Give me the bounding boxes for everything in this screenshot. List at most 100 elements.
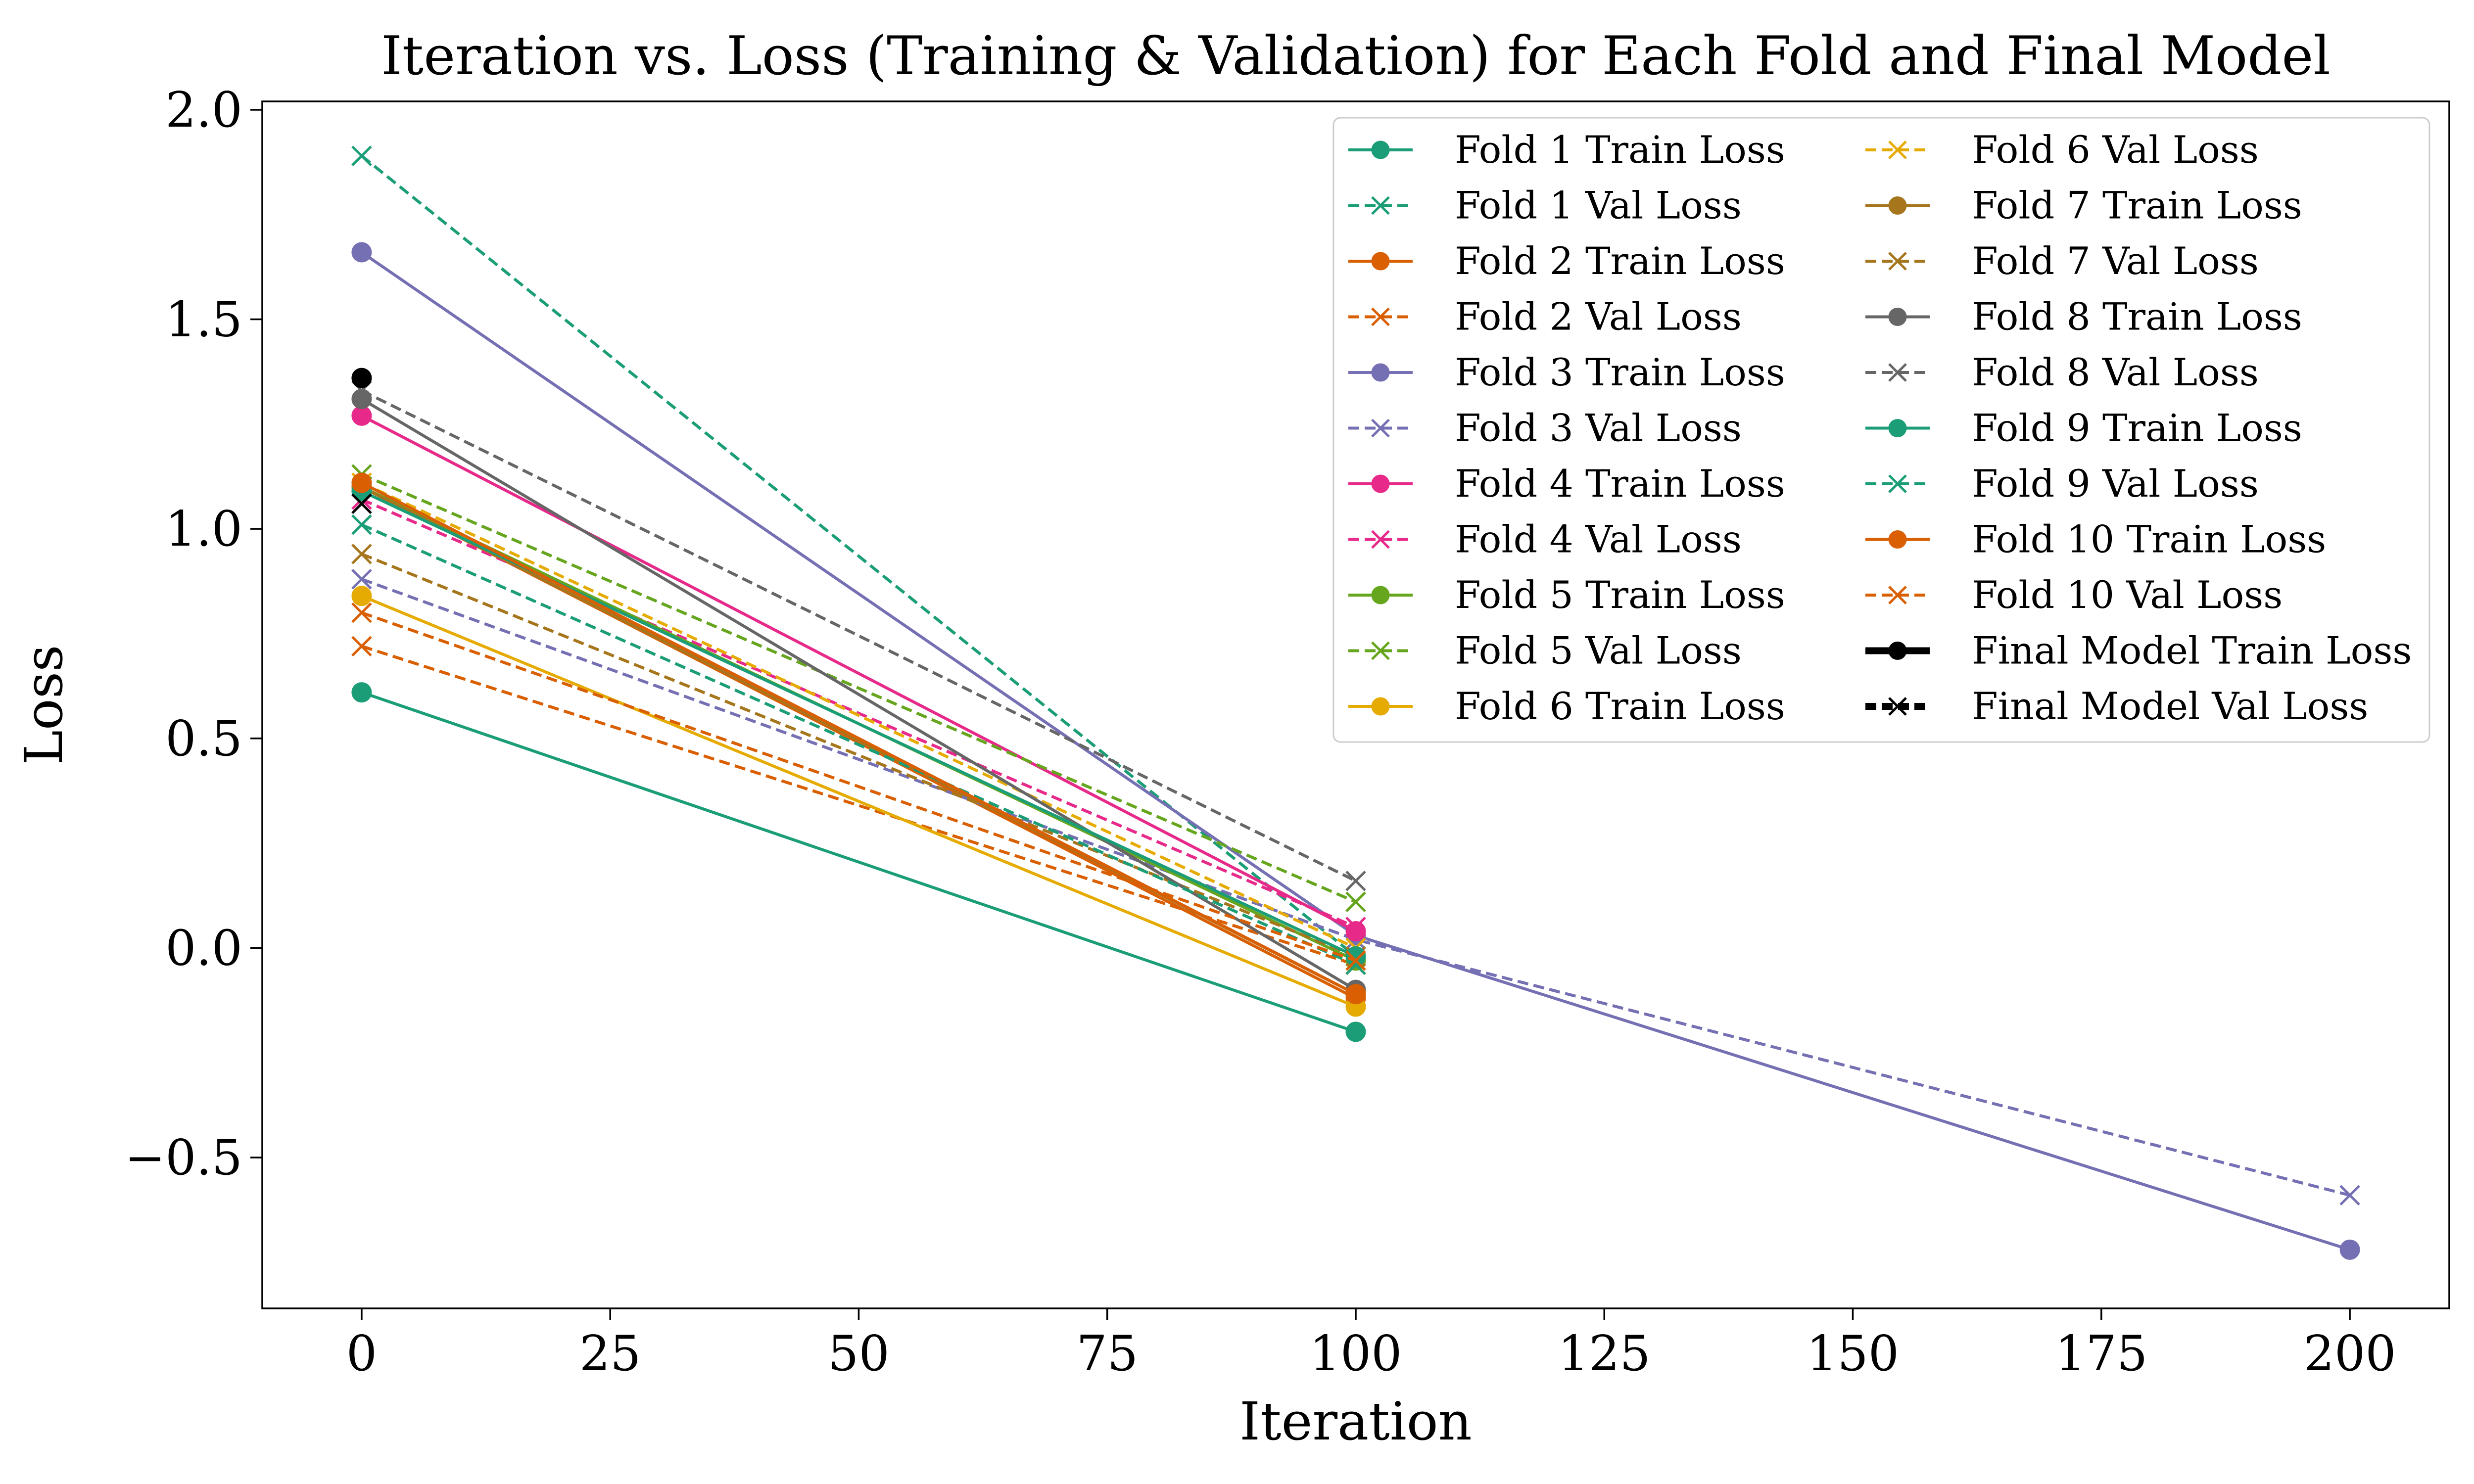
legend-entry-fold-7-val-loss: Fold 7 Val Loss: [1865, 239, 2259, 283]
data-point-fold-6-train-loss: [351, 586, 372, 606]
data-point-fold-2-val-loss: [351, 636, 372, 657]
legend-entry-fold-10-train-loss: Fold 10 Train Loss: [1865, 517, 2326, 561]
legend-marker-fold-3-val-loss: [1371, 418, 1390, 438]
y-tick-label: 0.0: [165, 920, 242, 976]
legend-label-final-model-train-loss: Final Model Train Loss: [1972, 629, 2412, 673]
x-tick-label: 0: [346, 1326, 377, 1382]
legend-label-fold-4-val-loss: Fold 4 Val Loss: [1455, 517, 1742, 561]
data-point-fold-10-val-loss: [351, 602, 372, 623]
data-point-fold-4-train-loss: [1345, 921, 1366, 941]
legend-marker-final-model-train-loss: [1888, 642, 1907, 660]
legend-marker-fold-3-train-loss: [1371, 363, 1390, 382]
series-line-fold-9-val-loss: [361, 523, 1357, 967]
legend-label-fold-5-val-loss: Fold 5 Val Loss: [1455, 629, 1742, 673]
legend-label-fold-7-train-loss: Fold 7 Train Loss: [1972, 184, 2302, 228]
legend-marker-fold-9-val-loss: [1888, 474, 1907, 493]
y-tick-label: −0.5: [125, 1130, 242, 1186]
legend-entry-fold-5-val-loss: Fold 5 Val Loss: [1348, 629, 1742, 673]
legend-entry-fold-9-train-loss: Fold 9 Train Loss: [1865, 406, 2302, 450]
series-line-fold-3-val-loss: [361, 578, 2350, 1197]
series-fold-10-val-loss: [351, 602, 1366, 971]
data-point-fold-10-train-loss: [1345, 984, 1366, 1005]
legend-box: [1332, 117, 2430, 743]
legend-entry-final-model-train-loss: Final Model Train Loss: [1865, 629, 2412, 673]
x-tick-label: 50: [828, 1326, 890, 1382]
x-tick-label: 75: [1076, 1326, 1138, 1382]
series-fold-6-train-loss: [351, 586, 1366, 1017]
legend-label-fold-2-val-loss: Fold 2 Val Loss: [1455, 295, 1742, 339]
series-fold-1-train-loss: [351, 682, 1366, 1042]
legend-entry-fold-10-val-loss: Fold 10 Val Loss: [1865, 573, 2283, 617]
legend-entry-fold-8-train-loss: Fold 8 Train Loss: [1865, 295, 2302, 339]
x-tick-label: 150: [1807, 1326, 1899, 1382]
legend-entry-fold-4-train-loss: Fold 4 Train Loss: [1348, 462, 1785, 506]
legend-marker-fold-1-val-loss: [1371, 196, 1390, 215]
legend-marker-fold-8-val-loss: [1888, 363, 1907, 382]
y-axis-label: Loss: [13, 645, 74, 765]
legend-label-fold-4-train-loss: Fold 4 Train Loss: [1455, 462, 1785, 506]
series-fold-4-train-loss: [351, 405, 1366, 941]
legend-label-fold-10-train-loss: Fold 10 Train Loss: [1972, 517, 2326, 561]
data-point-fold-4-val-loss: [1345, 917, 1366, 937]
legend-entry-fold-1-train-loss: Fold 1 Train Loss: [1348, 128, 1785, 172]
legend-entry-fold-6-train-loss: Fold 6 Train Loss: [1348, 684, 1785, 728]
legend-label-fold-9-val-loss: Fold 9 Val Loss: [1972, 462, 2259, 506]
data-point-fold-9-val-loss: [351, 514, 372, 535]
legend-entry-final-model-val-loss: Final Model Val Loss: [1865, 684, 2368, 728]
x-tick-label: 200: [2304, 1326, 2396, 1382]
legend-label-fold-1-val-loss: Fold 1 Val Loss: [1455, 184, 1742, 228]
series-fold-10-train-loss: [351, 472, 1366, 1005]
legend-label-fold-6-val-loss: Fold 6 Val Loss: [1972, 128, 2259, 172]
y-tick-label: 0.5: [165, 711, 242, 767]
legend-entry-fold-2-train-loss: Fold 2 Train Loss: [1348, 239, 1785, 283]
series-line-fold-5-val-loss: [361, 473, 1357, 903]
legend-entry-fold-9-val-loss: Fold 9 Val Loss: [1865, 462, 2259, 506]
legend-entry-fold-4-val-loss: Fold 4 Val Loss: [1348, 517, 1742, 561]
legend-label-fold-7-val-loss: Fold 7 Val Loss: [1972, 239, 2259, 283]
series-final-model-val-loss: [351, 493, 372, 514]
x-tick-label: 25: [579, 1326, 641, 1382]
x-tick-label: 175: [2055, 1326, 2147, 1382]
legend-entry-fold-5-train-loss: Fold 5 Train Loss: [1348, 573, 1785, 617]
legend-label-final-model-val-loss: Final Model Val Loss: [1972, 684, 2368, 728]
series-line-fold-8-val-loss: [361, 389, 1357, 882]
legend-entry-fold-3-train-loss: Fold 3 Train Loss: [1348, 350, 1785, 394]
x-tick-label: 125: [1558, 1326, 1651, 1382]
series-line-fold-4-train-loss: [361, 414, 1357, 933]
legend-marker-fold-5-train-loss: [1371, 586, 1390, 604]
series-line-fold-6-train-loss: [361, 594, 1357, 1008]
legend-marker-fold-4-val-loss: [1371, 530, 1390, 549]
legend-label-fold-3-train-loss: Fold 3 Train Loss: [1455, 350, 1785, 394]
data-point-fold-7-val-loss: [351, 544, 372, 564]
legend-marker-fold-1-train-loss: [1371, 140, 1390, 159]
legend-marker-fold-4-train-loss: [1371, 474, 1390, 493]
legend-marker-fold-5-val-loss: [1371, 641, 1390, 660]
legend-marker-fold-8-train-loss: [1888, 308, 1907, 326]
legend-label-fold-8-val-loss: Fold 8 Val Loss: [1972, 350, 2259, 394]
legend-entry-fold-1-val-loss: Fold 1 Val Loss: [1348, 184, 1742, 228]
legend-marker-final-model-val-loss: [1888, 697, 1907, 716]
x-tick-label: 100: [1309, 1326, 1402, 1382]
series-line-fold-2-val-loss: [361, 645, 1356, 967]
data-point-fold-3-val-loss: [351, 569, 372, 590]
data-point-fold-3-val-loss: [2339, 1185, 2360, 1206]
y-tick-label: 2.0: [165, 82, 242, 139]
legend-label-fold-5-train-loss: Fold 5 Train Loss: [1455, 573, 1785, 617]
legend-label-fold-8-train-loss: Fold 8 Train Loss: [1972, 295, 2302, 339]
series-line-fold-6-val-loss: [361, 481, 1357, 950]
legend-entry-fold-6-val-loss: Fold 6 Val Loss: [1865, 128, 2259, 172]
legend-label-fold-6-train-loss: Fold 6 Train Loss: [1455, 684, 1785, 728]
legend-label-fold-9-train-loss: Fold 9 Train Loss: [1972, 406, 2302, 450]
legend-marker-fold-10-train-loss: [1888, 530, 1907, 549]
series-line-fold-10-train-loss: [361, 481, 1357, 996]
legend-marker-fold-7-train-loss: [1888, 196, 1907, 215]
data-point-fold-1-train-loss: [1345, 1021, 1366, 1042]
series-line-fold-10-val-loss: [361, 611, 1356, 962]
plot-marks: [351, 145, 2360, 1260]
y-tick-label: 1.5: [165, 292, 242, 348]
legend-marker-fold-7-val-loss: [1888, 252, 1907, 271]
legend-label-fold-3-val-loss: Fold 3 Val Loss: [1455, 406, 1742, 450]
legend-label-fold-2-train-loss: Fold 2 Train Loss: [1455, 239, 1785, 283]
